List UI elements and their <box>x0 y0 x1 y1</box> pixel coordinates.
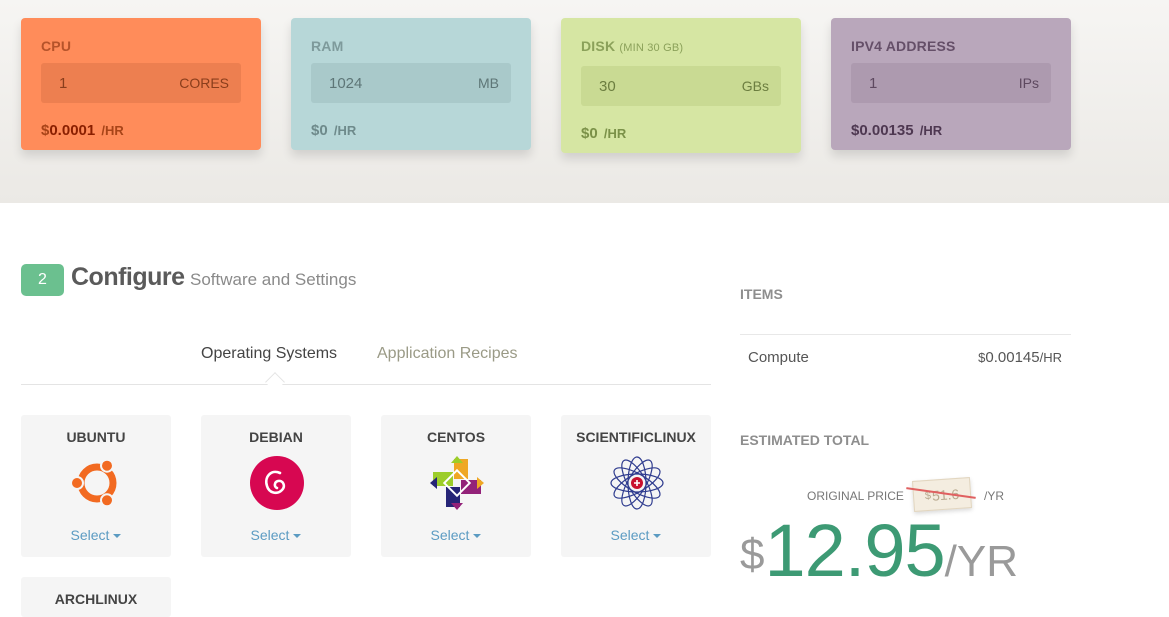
ipv4-value: 1 <box>869 74 878 92</box>
cpu-price: $0.0001 /HR <box>41 122 124 139</box>
scientificlinux-logo-icon <box>610 456 664 510</box>
section-title: Configure <box>71 263 185 291</box>
caret-down-icon <box>473 534 482 539</box>
original-price-period: /YR <box>984 489 1005 503</box>
cpu-value: 1 <box>59 74 68 92</box>
os-card-debian[interactable]: DEBIAN Select <box>201 415 351 557</box>
disk-value: 30 <box>599 77 616 95</box>
os-card-archlinux[interactable]: ARCHLINUX <box>21 577 171 617</box>
caret-down-icon <box>293 534 302 539</box>
os-card-centos[interactable]: CENTOS Select <box>381 415 531 557</box>
ipv4-input[interactable]: 1 IPs <box>851 63 1051 103</box>
total-period: /YR <box>944 537 1019 586</box>
os-name: UBUNTU <box>66 429 126 445</box>
ram-unit: MB <box>478 75 499 91</box>
centos-logo-icon <box>430 456 484 510</box>
select-dropdown[interactable]: Select <box>561 527 711 543</box>
os-card-scientificlinux[interactable]: SCIENTIFICLINUX Select <box>561 415 711 557</box>
section-subtitle: Software and Settings <box>190 270 357 289</box>
ram-value: 1024 <box>329 74 363 92</box>
original-price-label: ORIGINAL PRICE <box>807 489 904 503</box>
ipv4-unit: IPs <box>1018 75 1039 91</box>
cpu-unit: CORES <box>179 75 229 91</box>
os-name: DEBIAN <box>249 429 303 445</box>
disk-unit: GBs <box>741 78 769 94</box>
tab-application-recipes[interactable]: Application Recipes <box>377 345 518 362</box>
estimated-total-heading: ESTIMATED TOTAL <box>740 432 870 448</box>
cpu-input[interactable]: 1 CORES <box>41 63 241 103</box>
total-currency: $ <box>740 530 765 579</box>
step-badge: 2 <box>21 264 64 296</box>
os-name: ARCHLINUX <box>54 591 138 607</box>
select-dropdown[interactable]: Select <box>381 527 531 543</box>
disk-title: DISK (MIN 30 GB) <box>581 38 684 54</box>
ram-card: RAM 1024 MB $0 /HR <box>291 18 531 150</box>
debian-logo-icon <box>250 456 304 510</box>
ubuntu-logo-icon <box>70 458 117 508</box>
ipv4-title: IPV4 ADDRESS <box>851 38 956 54</box>
ram-input[interactable]: 1024 MB <box>311 63 511 103</box>
select-dropdown[interactable]: Select <box>21 527 171 543</box>
os-card-ubuntu[interactable]: UBUNTU Select <box>21 415 171 557</box>
cpu-title: CPU <box>41 38 72 54</box>
tab-operating-systems[interactable]: Operating Systems <box>201 345 338 362</box>
disk-card: DISK (MIN 30 GB) 30 GBs $0 /HR <box>561 18 801 153</box>
items-heading: ITEMS <box>740 286 783 302</box>
disk-price: $0 /HR <box>581 125 627 142</box>
divider <box>740 334 1071 335</box>
os-name: CENTOS <box>426 429 486 445</box>
disk-input[interactable]: 30 GBs <box>581 66 781 106</box>
ipv4-card: IPV4 ADDRESS 1 IPs $0.00135 /HR <box>831 18 1071 150</box>
caret-down-icon <box>653 534 662 539</box>
select-dropdown[interactable]: Select <box>201 527 351 543</box>
item-price: $0.00145/HR <box>978 349 1062 366</box>
item-name: Compute <box>748 349 809 366</box>
config-tabs: Operating Systems Application Recipes <box>21 333 711 392</box>
total-price: $12.95/YR <box>740 508 1018 593</box>
os-name: SCIENTIFICLINUX <box>576 429 696 445</box>
cpu-card: CPU 1 CORES $0.0001 /HR <box>21 18 261 150</box>
ipv4-price: $0.00135 /HR <box>851 122 943 139</box>
total-amount: 12.95 <box>764 509 945 592</box>
caret-down-icon <box>113 534 122 539</box>
active-tab-indicator <box>265 372 285 392</box>
ram-price: $0 /HR <box>311 122 357 139</box>
ram-title: RAM <box>311 38 344 54</box>
